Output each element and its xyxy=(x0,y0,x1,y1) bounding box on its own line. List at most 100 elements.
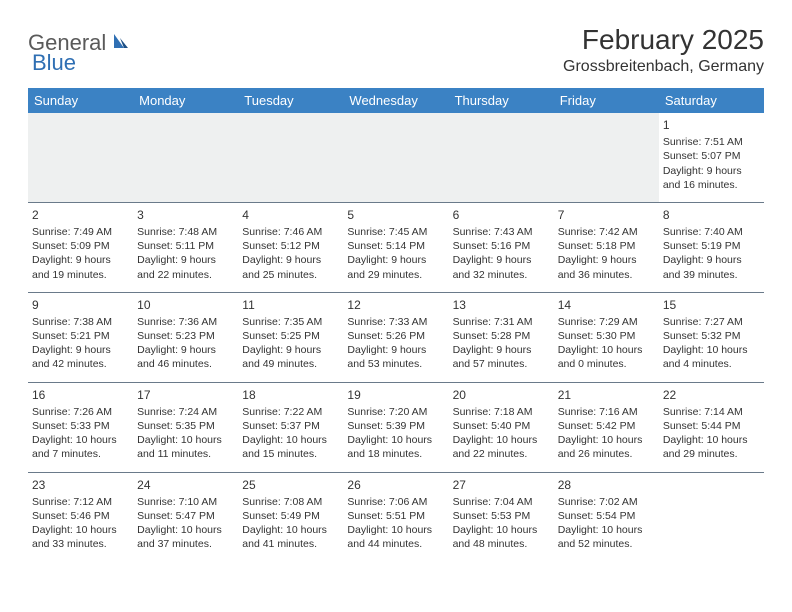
calendar-cell: 12Sunrise: 7:33 AMSunset: 5:26 PMDayligh… xyxy=(343,292,448,382)
day-number: 12 xyxy=(347,297,444,313)
day-number: 18 xyxy=(242,387,339,403)
daylight-text: Daylight: 9 hours and 29 minutes. xyxy=(347,253,444,281)
title-block: February 2025 Grossbreitenbach, Germany xyxy=(563,24,764,76)
sunrise-text: Sunrise: 7:38 AM xyxy=(32,315,129,329)
daylight-text: Daylight: 9 hours and 32 minutes. xyxy=(453,253,550,281)
col-thursday: Thursday xyxy=(449,88,554,113)
daylight-text: Daylight: 9 hours and 16 minutes. xyxy=(663,164,760,192)
sunset-text: Sunset: 5:11 PM xyxy=(137,239,234,253)
calendar-cell: 9Sunrise: 7:38 AMSunset: 5:21 PMDaylight… xyxy=(28,292,133,382)
sunset-text: Sunset: 5:23 PM xyxy=(137,329,234,343)
sunrise-text: Sunrise: 7:02 AM xyxy=(558,495,655,509)
day-number: 23 xyxy=(32,477,129,493)
daylight-text: Daylight: 9 hours and 22 minutes. xyxy=(137,253,234,281)
sunrise-text: Sunrise: 7:35 AM xyxy=(242,315,339,329)
day-number: 5 xyxy=(347,207,444,223)
col-friday: Friday xyxy=(554,88,659,113)
col-tuesday: Tuesday xyxy=(238,88,343,113)
sunrise-text: Sunrise: 7:45 AM xyxy=(347,225,444,239)
calendar-table: Sunday Monday Tuesday Wednesday Thursday… xyxy=(28,88,764,561)
calendar-cell xyxy=(659,472,764,561)
sunrise-text: Sunrise: 7:51 AM xyxy=(663,135,760,149)
calendar-cell: 28Sunrise: 7:02 AMSunset: 5:54 PMDayligh… xyxy=(554,472,659,561)
day-number: 7 xyxy=(558,207,655,223)
daylight-text: Daylight: 9 hours and 25 minutes. xyxy=(242,253,339,281)
daylight-text: Daylight: 9 hours and 46 minutes. xyxy=(137,343,234,371)
sunset-text: Sunset: 5:33 PM xyxy=(32,419,129,433)
day-number: 15 xyxy=(663,297,760,313)
calendar-cell: 18Sunrise: 7:22 AMSunset: 5:37 PMDayligh… xyxy=(238,382,343,472)
sunrise-text: Sunrise: 7:49 AM xyxy=(32,225,129,239)
sunset-text: Sunset: 5:26 PM xyxy=(347,329,444,343)
sunrise-text: Sunrise: 7:08 AM xyxy=(242,495,339,509)
daylight-text: Daylight: 10 hours and 4 minutes. xyxy=(663,343,760,371)
calendar-row: 9Sunrise: 7:38 AMSunset: 5:21 PMDaylight… xyxy=(28,292,764,382)
col-wednesday: Wednesday xyxy=(343,88,448,113)
daylight-text: Daylight: 9 hours and 39 minutes. xyxy=(663,253,760,281)
calendar-cell xyxy=(28,113,133,202)
day-number: 8 xyxy=(663,207,760,223)
daylight-text: Daylight: 10 hours and 26 minutes. xyxy=(558,433,655,461)
sunset-text: Sunset: 5:39 PM xyxy=(347,419,444,433)
sunset-text: Sunset: 5:16 PM xyxy=(453,239,550,253)
sunrise-text: Sunrise: 7:40 AM xyxy=(663,225,760,239)
sunrise-text: Sunrise: 7:10 AM xyxy=(137,495,234,509)
calendar-cell xyxy=(238,113,343,202)
calendar-cell: 22Sunrise: 7:14 AMSunset: 5:44 PMDayligh… xyxy=(659,382,764,472)
daylight-text: Daylight: 9 hours and 19 minutes. xyxy=(32,253,129,281)
sunset-text: Sunset: 5:25 PM xyxy=(242,329,339,343)
sunrise-text: Sunrise: 7:22 AM xyxy=(242,405,339,419)
header: General February 2025 Grossbreitenbach, … xyxy=(28,24,764,76)
calendar-cell: 7Sunrise: 7:42 AMSunset: 5:18 PMDaylight… xyxy=(554,202,659,292)
sunrise-text: Sunrise: 7:29 AM xyxy=(558,315,655,329)
sunset-text: Sunset: 5:53 PM xyxy=(453,509,550,523)
col-monday: Monday xyxy=(133,88,238,113)
calendar-row: 16Sunrise: 7:26 AMSunset: 5:33 PMDayligh… xyxy=(28,382,764,472)
calendar-cell xyxy=(343,113,448,202)
sunrise-text: Sunrise: 7:43 AM xyxy=(453,225,550,239)
day-number: 22 xyxy=(663,387,760,403)
daylight-text: Daylight: 10 hours and 29 minutes. xyxy=(663,433,760,461)
sunset-text: Sunset: 5:47 PM xyxy=(137,509,234,523)
sunset-text: Sunset: 5:21 PM xyxy=(32,329,129,343)
daylight-text: Daylight: 10 hours and 7 minutes. xyxy=(32,433,129,461)
sunset-text: Sunset: 5:14 PM xyxy=(347,239,444,253)
calendar-cell: 13Sunrise: 7:31 AMSunset: 5:28 PMDayligh… xyxy=(449,292,554,382)
calendar-cell: 11Sunrise: 7:35 AMSunset: 5:25 PMDayligh… xyxy=(238,292,343,382)
sunrise-text: Sunrise: 7:48 AM xyxy=(137,225,234,239)
daylight-text: Daylight: 10 hours and 22 minutes. xyxy=(453,433,550,461)
sunrise-text: Sunrise: 7:20 AM xyxy=(347,405,444,419)
calendar-cell: 26Sunrise: 7:06 AMSunset: 5:51 PMDayligh… xyxy=(343,472,448,561)
calendar-cell: 17Sunrise: 7:24 AMSunset: 5:35 PMDayligh… xyxy=(133,382,238,472)
calendar-cell: 21Sunrise: 7:16 AMSunset: 5:42 PMDayligh… xyxy=(554,382,659,472)
sunrise-text: Sunrise: 7:31 AM xyxy=(453,315,550,329)
day-number: 25 xyxy=(242,477,339,493)
daylight-text: Daylight: 10 hours and 37 minutes. xyxy=(137,523,234,551)
daylight-text: Daylight: 10 hours and 15 minutes. xyxy=(242,433,339,461)
calendar-row: 2Sunrise: 7:49 AMSunset: 5:09 PMDaylight… xyxy=(28,202,764,292)
calendar-cell: 8Sunrise: 7:40 AMSunset: 5:19 PMDaylight… xyxy=(659,202,764,292)
sunrise-text: Sunrise: 7:06 AM xyxy=(347,495,444,509)
daylight-text: Daylight: 9 hours and 53 minutes. xyxy=(347,343,444,371)
sunset-text: Sunset: 5:46 PM xyxy=(32,509,129,523)
day-number: 11 xyxy=(242,297,339,313)
day-number: 10 xyxy=(137,297,234,313)
daylight-text: Daylight: 9 hours and 42 minutes. xyxy=(32,343,129,371)
calendar-cell: 5 Sunrise: 7:45 AMSunset: 5:14 PMDaylight… xyxy=(343,202,448,292)
sunrise-text: Sunrise: 7:27 AM xyxy=(663,315,760,329)
day-number: 13 xyxy=(453,297,550,313)
day-number: 24 xyxy=(137,477,234,493)
calendar-cell: 2Sunrise: 7:49 AMSunset: 5:09 PMDaylight… xyxy=(28,202,133,292)
calendar-cell: 10Sunrise: 7:36 AMSunset: 5:23 PMDayligh… xyxy=(133,292,238,382)
calendar-cell: 24 Sunrise: 7:10 AMSunset: 5:47 PMDayligh… xyxy=(133,472,238,561)
sunrise-text: Sunrise: 7:16 AM xyxy=(558,405,655,419)
sunrise-text: Sunrise: 7:24 AM xyxy=(137,405,234,419)
day-number: 3 xyxy=(137,207,234,223)
day-number: 28 xyxy=(558,477,655,493)
logo-text-blue: Blue xyxy=(32,50,76,75)
calendar-cell: 1Sunrise: 7:51 AMSunset: 5:07 PMDaylight… xyxy=(659,113,764,202)
day-number: 19 xyxy=(347,387,444,403)
sunset-text: Sunset: 5:07 PM xyxy=(663,149,760,163)
calendar-cell: 3 Sunrise: 7:48 AMSunset: 5:11 PMDaylight… xyxy=(133,202,238,292)
logo-sail-icon xyxy=(110,32,130,55)
